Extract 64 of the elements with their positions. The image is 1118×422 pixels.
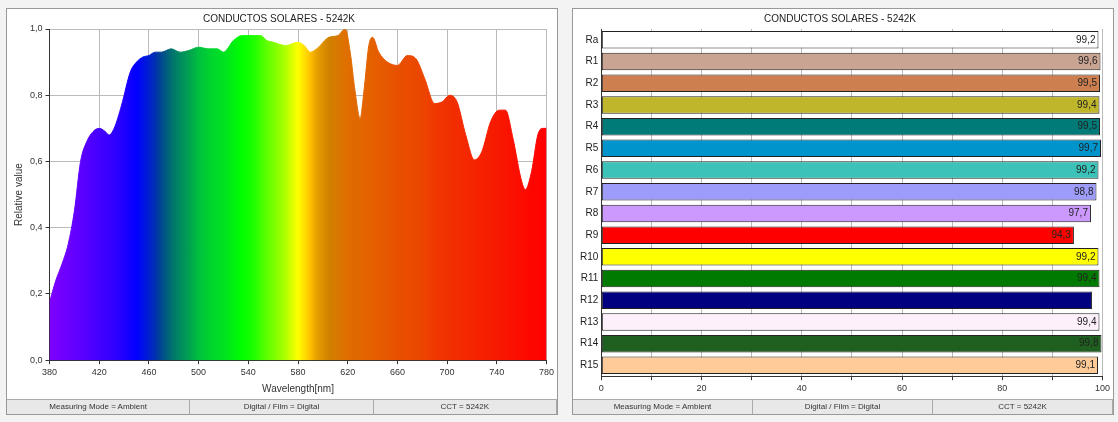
x-tick-label: 100 — [1094, 383, 1111, 394]
data-label: 99,2 — [1076, 250, 1096, 262]
data-label: 99,2 — [1076, 163, 1096, 175]
y-tick-label: 0,4 — [30, 222, 43, 233]
x-tick-label: 740 — [489, 367, 505, 378]
y-tick-label: R12 — [579, 294, 599, 305]
y-tick-label: Ra — [585, 33, 599, 45]
y-tick-label: 1,0 — [30, 23, 43, 34]
data-label: 99,8 — [1079, 337, 1099, 349]
y-tick-label: 0,8 — [30, 89, 43, 100]
chart-title: CONDUCTOS SOLARES - 5242K — [202, 12, 356, 24]
text: Digital / Film = Digital — [190, 400, 374, 414]
data-label: 99,6 — [1078, 55, 1098, 67]
data-label: 99,4 — [1077, 98, 1097, 110]
x-tick-label: 0 — [598, 383, 604, 394]
x-tick-label: 40 — [796, 383, 807, 394]
x-tick-label: 780 — [538, 367, 555, 378]
y-tick-label: R14 — [579, 337, 599, 349]
data-label: 97,7 — [1068, 207, 1089, 219]
text: CCT = 5242K — [933, 400, 1113, 414]
y-tick-label: R2 — [585, 77, 599, 88]
data-label: 99,7 — [1078, 142, 1099, 154]
y-tick-label: R4 — [585, 120, 599, 132]
y-tick-label: 0,0 — [30, 354, 43, 365]
x-tick-label: 500 — [191, 367, 207, 378]
data-label: 99,5 — [1077, 120, 1098, 132]
x-tick-label: 660 — [389, 367, 405, 378]
y-tick-label: R6 — [585, 163, 599, 175]
y-tick-label: R3 — [585, 98, 599, 110]
y-tick-label: R9 — [585, 228, 599, 240]
x-tick-label: 460 — [141, 367, 157, 378]
x-tick-label: 580 — [290, 367, 306, 378]
x-tick-label: 540 — [240, 367, 256, 378]
x-tick-label: 620 — [340, 367, 356, 378]
y-tick-label: R5 — [585, 142, 599, 154]
data-label: 99,1 — [1075, 359, 1096, 371]
data-label: 94,3 — [1051, 228, 1072, 240]
y-tick-label: R10 — [579, 250, 599, 262]
y-tick-label: 0,2 — [30, 288, 43, 299]
x-tick-label: 20 — [696, 383, 707, 394]
data-label: 99,4 — [1077, 315, 1097, 327]
y-tick-label: R1 — [585, 55, 599, 67]
x-axis-title: Wavelength[nm] — [262, 382, 335, 394]
x-tick-label: 700 — [439, 367, 455, 378]
y-tick-label: R13 — [579, 315, 599, 327]
y-tick-label: 0,6 — [30, 155, 43, 166]
text: Measuring Mode = Ambient — [573, 400, 753, 414]
y-tick-label: R7 — [585, 185, 599, 197]
x-tick-label: 380 — [42, 367, 58, 378]
y-tick-label: R11 — [580, 272, 599, 284]
y-tick-label: R8 — [585, 207, 599, 219]
x-tick-label: 80 — [997, 383, 1008, 394]
data-label: 98,8 — [1074, 185, 1094, 197]
text: Digital / Film = Digital — [753, 400, 933, 414]
x-tick-label: 420 — [91, 367, 107, 378]
data-label: 99,5 — [1077, 77, 1098, 88]
data-label: 99,2 — [1076, 33, 1096, 45]
text: Measuring Mode = Ambient — [7, 400, 191, 414]
y-tick-label: R15 — [579, 359, 599, 371]
data-label: 99,4 — [1077, 272, 1097, 284]
y-axis-title: Relative value — [12, 162, 24, 227]
x-tick-label: 60 — [897, 383, 908, 394]
chart-title: CONDUCTOS SOLARES - 5242K — [763, 12, 917, 24]
text: CCT = 5242K — [373, 400, 557, 414]
